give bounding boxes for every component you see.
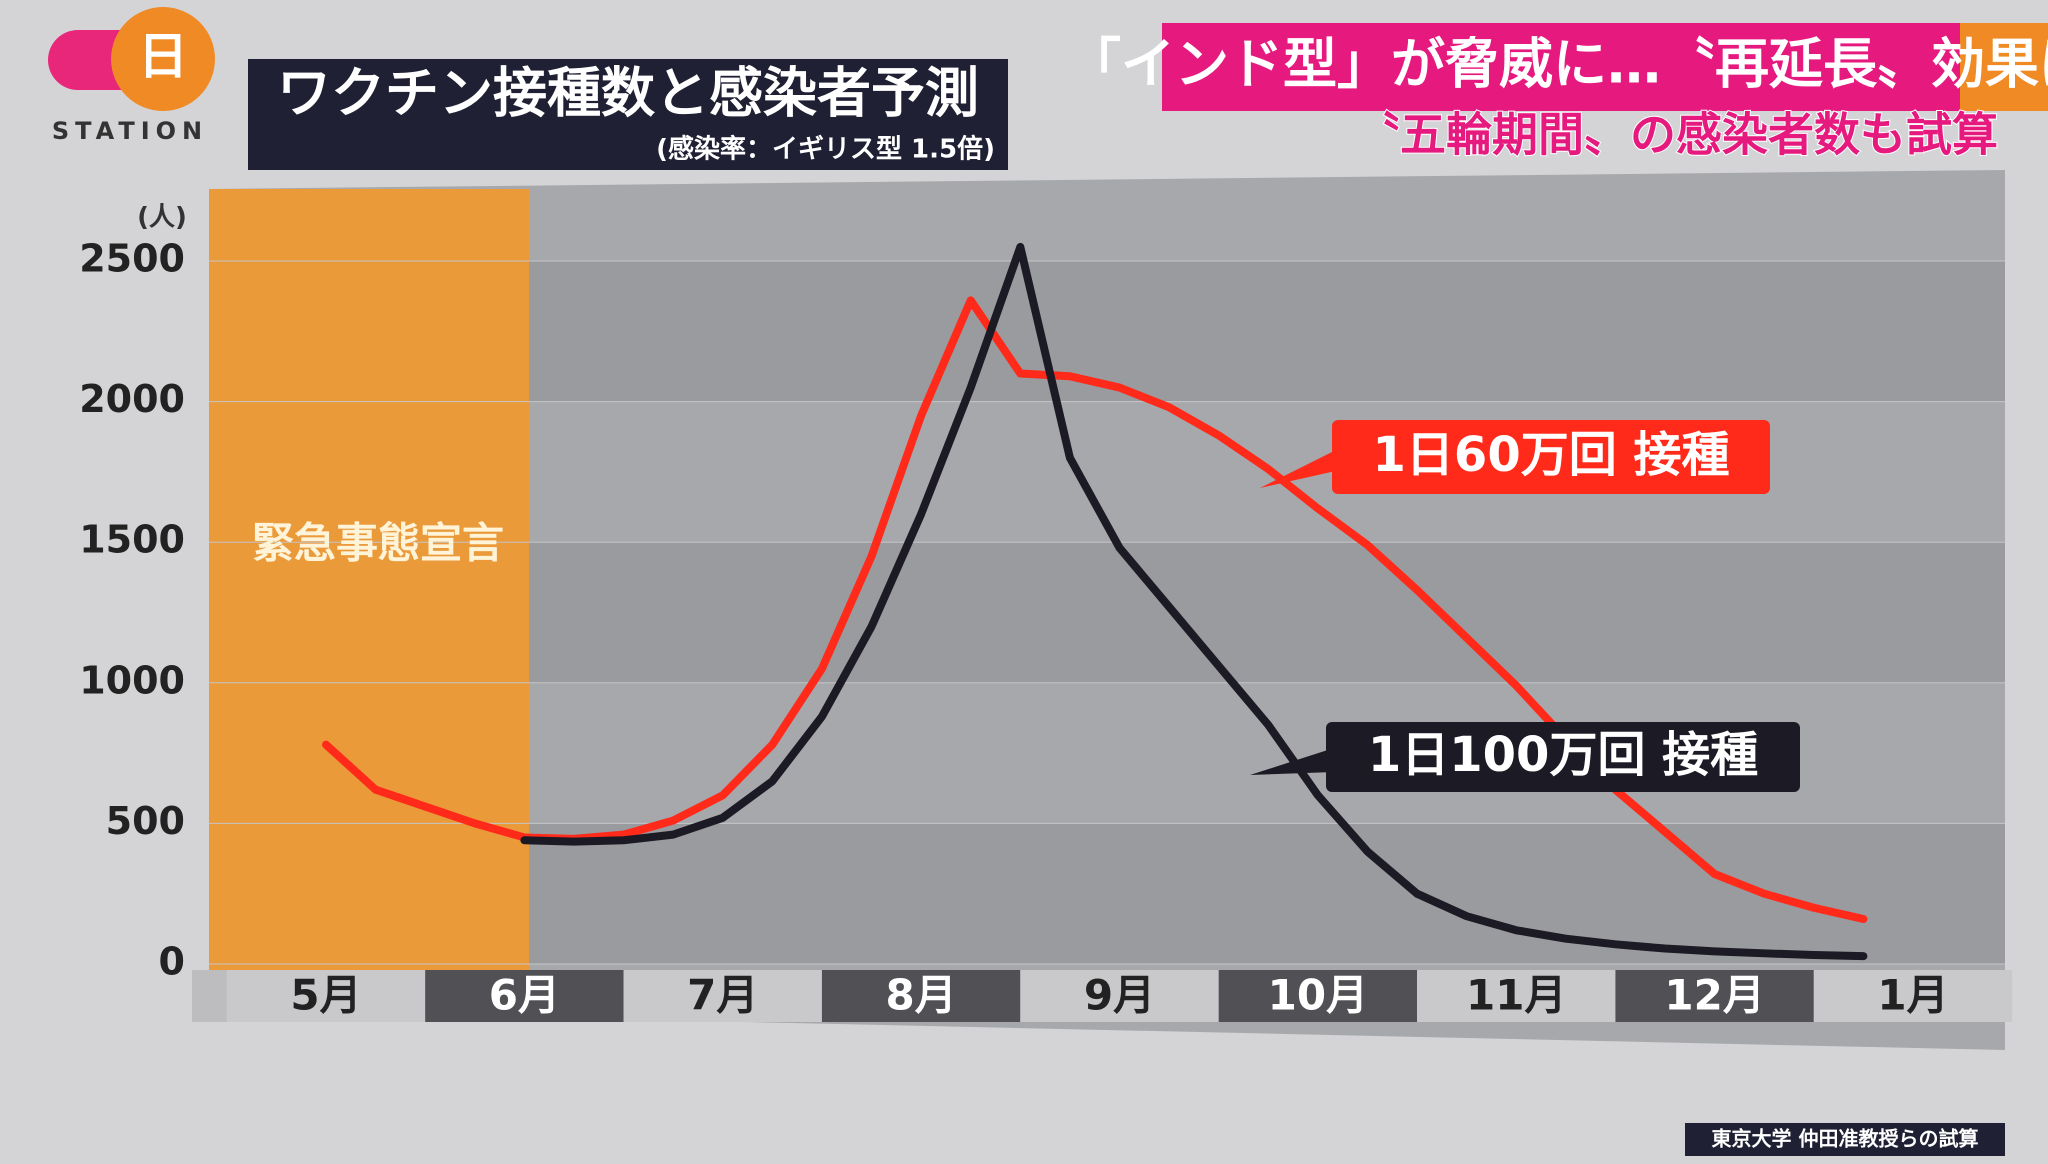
logo-circle xyxy=(111,7,215,111)
chart-title: ワクチン接種数と感染者予測 xyxy=(277,62,979,125)
emergency-shade xyxy=(209,189,529,973)
callout-box xyxy=(1326,722,1800,792)
x-axis-cell xyxy=(1020,970,1219,1022)
chart-subtitle: (感染率：イギリス型 1.5倍) xyxy=(656,134,995,165)
x-axis-cell xyxy=(1813,970,2013,1022)
source: 東京大学 仲田准教授らの試算 xyxy=(1712,1127,1979,1151)
y-tick-label: 2000 xyxy=(79,377,185,421)
x-tick-label: 6月 xyxy=(489,971,560,1020)
x-axis-cell xyxy=(1615,970,1814,1022)
grid-band xyxy=(529,261,2005,402)
logo-mark: 日 xyxy=(138,28,188,86)
callout-box xyxy=(1332,420,1770,494)
x-tick-label: 7月 xyxy=(687,971,758,1020)
x-tick-label: 5月 xyxy=(290,971,361,1020)
x-tick-label: 12月 xyxy=(1664,971,1764,1020)
x-tick-label: 10月 xyxy=(1268,971,1368,1020)
title-box xyxy=(248,59,1008,170)
legend-label: 1日100万回 接種 xyxy=(1368,727,1758,783)
shade-label: 緊急事態宣言 xyxy=(252,519,504,568)
grid-band xyxy=(529,823,2005,964)
headline: 「インド型」が脅威に…〝再延長〟効果は xyxy=(1067,33,2048,96)
x-tick-label: 1月 xyxy=(1877,971,1948,1020)
legend-label: 1日60万回 接種 xyxy=(1373,427,1730,483)
x-axis-cell xyxy=(821,970,1021,1022)
x-axis-cell xyxy=(226,970,426,1022)
y-tick-label: 500 xyxy=(106,799,185,843)
y-tick-label: 1500 xyxy=(79,518,185,562)
x-axis-cell xyxy=(1417,970,1616,1022)
x-axis-cell xyxy=(425,970,624,1022)
headline-accent xyxy=(1960,23,2048,111)
x-tick-label: 11月 xyxy=(1466,971,1566,1020)
y-tick-label: 2500 xyxy=(79,237,185,281)
x-tick-label: 8月 xyxy=(886,971,957,1020)
callout-pointer xyxy=(1260,448,1340,488)
subheadline: 〝五輪期間〟の感染者数も試算 xyxy=(1354,108,1998,162)
x-axis-cell xyxy=(1218,970,1418,1022)
source-box xyxy=(1685,1123,2005,1156)
callout-pointer xyxy=(1250,748,1334,775)
y-tick-label: 0 xyxy=(159,940,185,984)
x-tick-label: 9月 xyxy=(1084,971,1155,1020)
logo-name: STATION xyxy=(52,117,208,145)
y-tick-label: 1000 xyxy=(79,658,185,702)
series-line xyxy=(520,242,1868,961)
x-axis-cell xyxy=(623,970,822,1022)
headline-box xyxy=(1162,23,2018,111)
y-unit: (人) xyxy=(137,203,187,233)
grid-band xyxy=(529,542,2005,683)
